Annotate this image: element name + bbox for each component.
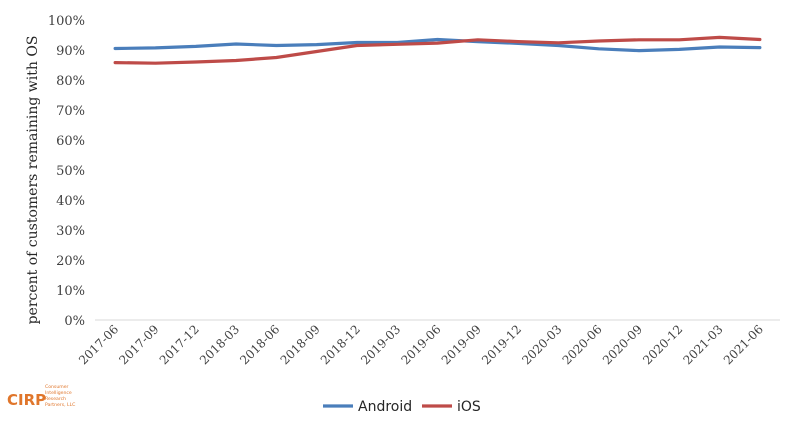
series-line-android: [113, 37, 762, 53]
x-tick-label: 2020-12: [640, 322, 685, 367]
legend-label-ios: iOS: [457, 399, 481, 415]
series-lines: [113, 35, 762, 65]
x-tick-label: 2018-09: [278, 322, 323, 367]
logo-mark: CIRP: [7, 391, 46, 409]
x-tick-label: 2018-06: [237, 322, 282, 367]
logo-line-2: Intelligence: [45, 390, 72, 396]
y-tick-label: 10%: [56, 284, 85, 299]
x-axis-ticks: 2017-062017-092017-122018-032018-062018-…: [76, 322, 766, 367]
logo-line-3: Research: [45, 396, 66, 402]
x-tick-label: 2020-09: [600, 322, 645, 367]
y-tick-label: 20%: [56, 254, 85, 269]
y-axis-ticks: 0% 10% 20% 30% 40% 50% 60% 70% 80% 90% 100%: [48, 14, 85, 329]
y-tick-label: 80%: [56, 74, 85, 89]
series-line-ios: [113, 35, 762, 65]
x-tick-label: 2019-03: [358, 322, 403, 367]
legend-label-android: Android: [358, 399, 412, 415]
logo-line-1: Consumer: [45, 384, 69, 390]
y-tick-label: 70%: [56, 104, 85, 119]
y-tick-label: 90%: [56, 44, 85, 59]
x-tick-label: 2017-09: [116, 322, 161, 367]
y-tick-label: 0%: [64, 314, 85, 329]
y-tick-label: 40%: [56, 194, 85, 209]
legend: Android iOS: [323, 399, 481, 415]
logo-line-4: Partners, LLC: [45, 402, 75, 408]
x-tick-label: 2020-03: [519, 322, 564, 367]
cirp-logo: CIRP Consumer Intelligence Research Part…: [7, 384, 75, 409]
y-tick-label: 30%: [56, 224, 85, 239]
y-tick-label: 50%: [56, 164, 85, 179]
y-tick-label: 60%: [56, 134, 85, 149]
y-axis-label: percent of customers remaining with OS: [25, 36, 41, 325]
x-tick-label: 2021-03: [681, 322, 726, 367]
x-tick-label: 2018-12: [318, 322, 363, 367]
y-tick-label: 100%: [48, 14, 85, 29]
x-tick-label: 2019-09: [439, 322, 484, 367]
x-tick-label: 2019-06: [398, 322, 443, 367]
x-tick-label: 2021-06: [721, 322, 766, 367]
x-tick-label: 2019-12: [479, 322, 524, 367]
x-tick-label: 2020-06: [560, 322, 605, 367]
x-tick-label: 2018-03: [197, 322, 242, 367]
x-tick-label: 2017-12: [157, 322, 202, 367]
